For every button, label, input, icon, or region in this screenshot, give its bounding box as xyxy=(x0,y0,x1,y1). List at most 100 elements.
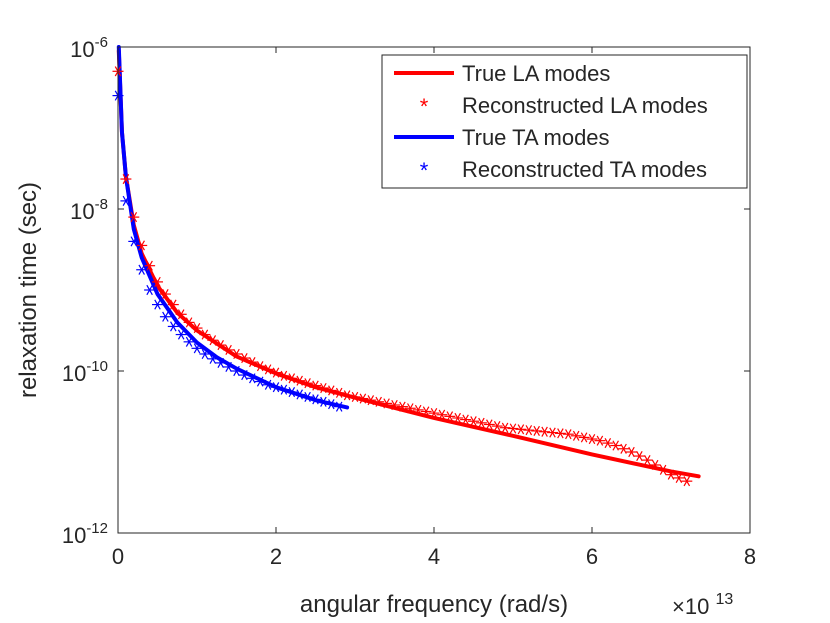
reconstructed-la-point xyxy=(349,391,361,402)
reconstructed-la-point xyxy=(373,396,385,407)
reconstructed-la-point xyxy=(159,288,171,300)
reconstructed-ta-point xyxy=(167,321,179,332)
reconstructed-la-point xyxy=(436,409,448,420)
legend-label-reconstructed-ta: Reconstructed TA modes xyxy=(462,157,707,182)
reconstructed-ta-point xyxy=(207,353,219,364)
reconstructed-la-point xyxy=(246,357,258,368)
reconstructed-ta-point xyxy=(136,264,148,275)
reconstructed-ta-point xyxy=(333,401,345,412)
y-tick-label: 10-10 xyxy=(62,358,108,386)
reconstructed-la-point xyxy=(381,398,393,409)
reconstructed-ta-point xyxy=(223,361,235,373)
reconstructed-ta-point xyxy=(152,299,163,310)
legend-swatch-reconstructed-ta: * xyxy=(420,158,429,183)
x-tick-label: 6 xyxy=(586,544,598,569)
reconstructed-ta-point xyxy=(325,399,337,410)
reconstructed-la-point xyxy=(120,173,132,185)
reconstructed-la-point xyxy=(175,309,187,320)
reconstructed-ta-point xyxy=(120,195,132,206)
reconstructed-la-point xyxy=(412,404,424,415)
legend-label-true-la: True LA modes xyxy=(462,61,610,86)
x-multiplier-base: ×10 xyxy=(672,594,709,619)
x-tick-label: 4 xyxy=(428,544,440,569)
reconstructed-la-point xyxy=(207,335,219,346)
reconstructed-la-point xyxy=(673,472,685,483)
reconstructed-ta-point xyxy=(302,391,314,402)
reconstructed-la-point xyxy=(554,428,566,439)
x-multiplier: ×10 13 xyxy=(672,591,733,619)
reconstructed-la-point xyxy=(602,438,614,449)
reconstructed-la-point xyxy=(499,422,511,433)
reconstructed-la-point xyxy=(396,401,408,412)
legend: True LA modes * Reconstructed LA modes T… xyxy=(381,54,748,189)
reconstructed-la-point xyxy=(420,406,432,417)
reconstructed-ta-point xyxy=(286,386,298,398)
reconstructed-la-point xyxy=(302,378,314,389)
reconstructed-la-point xyxy=(278,370,290,381)
reconstructed-la-point xyxy=(270,367,282,378)
reconstructed-la-point xyxy=(404,403,416,414)
reconstructed-la-point xyxy=(539,426,551,437)
legend-label-reconstructed-la: Reconstructed LA modes xyxy=(462,93,708,118)
reconstructed-la-point xyxy=(649,459,661,471)
reconstructed-la-point xyxy=(333,387,345,398)
reconstructed-la-point xyxy=(167,299,179,310)
reconstructed-la-point xyxy=(578,432,590,443)
reconstructed-ta-point xyxy=(278,384,290,395)
x-tick-label: 8 xyxy=(744,544,756,569)
reconstructed-la-point xyxy=(254,361,266,372)
reconstructed-la-point xyxy=(570,430,582,441)
reconstructed-la-point xyxy=(310,380,321,391)
reconstructed-ta-point xyxy=(144,284,156,296)
reconstructed-la-point xyxy=(586,433,598,445)
reconstructed-ta-point xyxy=(262,379,274,390)
reconstructed-ta-point xyxy=(246,373,258,384)
x-axis-label: angular frequency (rad/s) xyxy=(300,591,568,618)
reconstructed-ta-point xyxy=(159,311,171,322)
reconstructed-la-point xyxy=(199,329,211,340)
reconstructed-la-point xyxy=(341,390,353,401)
reconstructed-la-point xyxy=(317,382,329,394)
reconstructed-la-point xyxy=(618,443,630,454)
reconstructed-ta-point xyxy=(175,329,187,340)
reconstructed-ta-point xyxy=(270,382,282,393)
reconstructed-la-point xyxy=(183,317,195,328)
reconstructed-la-point xyxy=(325,385,337,396)
reconstructed-ta-point xyxy=(191,343,203,354)
legend-box xyxy=(381,54,748,189)
reconstructed-la-point xyxy=(594,435,606,446)
reconstructed-la-point xyxy=(562,429,574,440)
reconstructed-la-point xyxy=(444,411,456,422)
x-multiplier-exp: 13 xyxy=(715,591,733,608)
reconstructed-la-point xyxy=(389,399,400,411)
y-tick-label: 10-6 xyxy=(70,34,108,62)
legend-swatch-reconstructed-la: * xyxy=(420,94,429,119)
reconstructed-ta-point xyxy=(183,336,195,347)
reconstructed-la-point xyxy=(460,414,472,425)
reconstructed-la-point xyxy=(152,276,163,287)
reconstructed-ta-point xyxy=(238,369,250,381)
reconstructed-ta-point xyxy=(254,376,266,387)
reconstructed-ta-point xyxy=(199,348,211,360)
reconstructed-la-point xyxy=(610,440,622,451)
reconstructed-ta-point xyxy=(231,365,242,377)
reconstructed-la-point xyxy=(223,344,235,356)
reconstructed-la-point xyxy=(286,373,298,384)
reconstructed-la-point xyxy=(365,395,377,406)
x-tick-label: 2 xyxy=(270,544,282,569)
reconstructed-la-point xyxy=(262,364,274,375)
reconstructed-la-point xyxy=(626,446,637,458)
reconstructed-ta-point xyxy=(310,394,321,405)
reconstructed-ta-point xyxy=(317,396,329,407)
reconstructed-la-point xyxy=(475,417,487,428)
reconstructed-la-point xyxy=(452,412,464,424)
y-tick-label: 10-12 xyxy=(62,520,108,548)
reconstructed-la-point xyxy=(483,419,495,430)
reconstructed-la-point xyxy=(681,476,693,487)
reconstructed-la-point xyxy=(428,408,440,419)
x-tick-label: 0 xyxy=(112,544,124,569)
reconstructed-la-point xyxy=(468,416,479,427)
reconstructed-la-point xyxy=(531,425,543,437)
reconstructed-la-point xyxy=(238,352,250,364)
